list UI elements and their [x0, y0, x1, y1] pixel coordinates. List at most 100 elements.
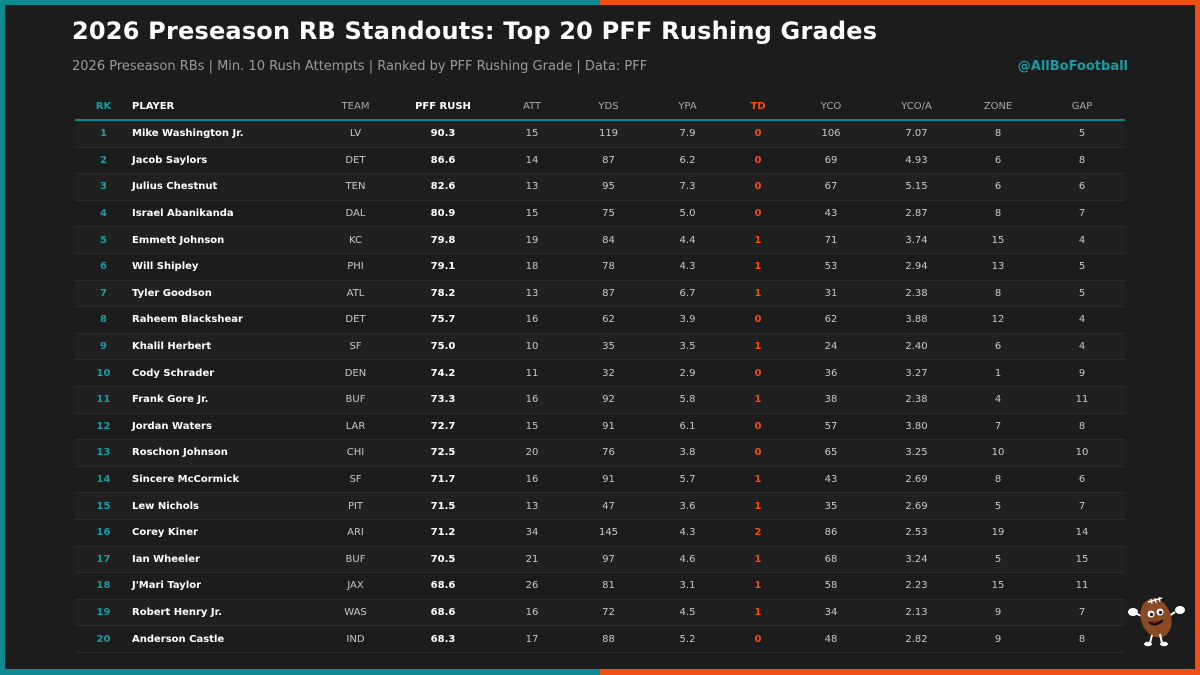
social-handle: @AllBoFootball: [1017, 59, 1128, 74]
cell-ypa: 7.9: [645, 120, 730, 148]
table-row: 8 Raheem Blackshear DET 75.7 16 62 3.9 0 62 3.88 1…: [75, 306, 1125, 334]
cell-touchdowns: 1: [730, 492, 786, 520]
cell-attempts: 16: [492, 386, 572, 414]
cell-yco: 38: [786, 386, 876, 414]
cell-touchdowns: 0: [730, 173, 786, 201]
cell-player: Julius Chestnut: [132, 173, 317, 201]
cell-attempts: 18: [492, 253, 572, 281]
cell-yco-per-attempt: 5.15: [876, 173, 957, 201]
cell-rank: 18: [75, 572, 132, 600]
cell-player: Corey Kiner: [132, 519, 317, 547]
cell-attempts: 26: [492, 572, 572, 600]
cell-yco: 62: [786, 306, 876, 334]
cell-touchdowns: 1: [730, 572, 786, 600]
cell-pff-rush: 79.8: [394, 226, 492, 254]
cell-pff-rush: 68.6: [394, 599, 492, 627]
cell-yco-per-attempt: 3.24: [876, 546, 957, 574]
cell-rank: 5: [75, 226, 132, 254]
cell-player: Emmett Johnson: [132, 226, 317, 254]
cell-ypa: 3.5: [645, 333, 730, 361]
cell-zone: 5: [957, 546, 1039, 574]
cell-zone: 19: [957, 519, 1039, 547]
table-row: 1 Mike Washington Jr. LV 90.3 15 119 7.9 0 106 7.…: [75, 120, 1125, 148]
cell-zone: 15: [957, 572, 1039, 600]
cell-touchdowns: 0: [730, 439, 786, 467]
cell-yards: 62: [572, 306, 645, 334]
cell-zone: 6: [957, 333, 1039, 361]
cell-zone: 13: [957, 253, 1039, 281]
cell-team: DEN: [317, 359, 394, 387]
cell-player: Will Shipley: [132, 253, 317, 281]
cell-touchdowns: 1: [730, 546, 786, 574]
cell-ypa: 5.0: [645, 200, 730, 228]
cell-yards: 87: [572, 280, 645, 308]
cell-yco: 86: [786, 519, 876, 547]
cell-touchdowns: 0: [730, 306, 786, 334]
cell-attempts: 34: [492, 519, 572, 547]
column-header-touchdowns: TD: [750, 101, 766, 112]
cell-yards: 119: [572, 120, 645, 148]
accent-bar-left: [0, 0, 5, 675]
cell-pff-rush: 70.5: [394, 546, 492, 574]
cell-attempts: 16: [492, 306, 572, 334]
column-header-attempts: ATT: [522, 101, 542, 112]
table-row: 13 Roschon Johnson CHI 72.5 20 76 3.8 0 65 3.25 10…: [75, 439, 1125, 467]
cell-yco: 35: [786, 492, 876, 520]
cell-zone: 8: [957, 120, 1039, 148]
cell-gap: 8: [1039, 625, 1125, 653]
cell-team: PIT: [317, 492, 394, 520]
cell-pff-rush: 68.3: [394, 625, 492, 653]
column-header-zone: ZONE: [983, 101, 1013, 112]
cell-gap: 11: [1039, 386, 1125, 414]
cell-team: SF: [317, 466, 394, 494]
cell-touchdowns: 1: [730, 280, 786, 308]
cell-ypa: 6.1: [645, 413, 730, 441]
cell-pff-rush: 78.2: [394, 280, 492, 308]
cell-zone: 15: [957, 226, 1039, 254]
cell-gap: 5: [1039, 120, 1125, 148]
cell-zone: 12: [957, 306, 1039, 334]
cell-touchdowns: 0: [730, 625, 786, 653]
cell-attempts: 14: [492, 147, 572, 175]
cell-player: Khalil Herbert: [132, 333, 317, 361]
cell-gap: 10: [1039, 439, 1125, 467]
cell-rank: 8: [75, 306, 132, 334]
table-row: 7 Tyler Goodson ATL 78.2 13 87 6.7 1 31 2.38 8 5: [75, 280, 1125, 308]
cell-player: Anderson Castle: [132, 625, 317, 653]
cell-pff-rush: 90.3: [394, 120, 492, 148]
cell-yco: 31: [786, 280, 876, 308]
table-row: 5 Emmett Johnson KC 79.8 19 84 4.4 1 71 3.74 15 4: [75, 226, 1125, 254]
cell-yards: 84: [572, 226, 645, 254]
cell-gap: 7: [1039, 492, 1125, 520]
column-header-player: PLAYER: [132, 101, 175, 112]
cell-gap: 4: [1039, 306, 1125, 334]
cell-touchdowns: 0: [730, 147, 786, 175]
football-mascot-icon: [1128, 596, 1185, 647]
cell-ypa: 4.4: [645, 226, 730, 254]
cell-yards: 78: [572, 253, 645, 281]
cell-team: IND: [317, 625, 394, 653]
column-header-ypa: YPA: [678, 101, 697, 112]
table-row: 10 Cody Schrader DEN 74.2 11 32 2.9 0 36 3.27 1 9: [75, 359, 1125, 387]
cell-ypa: 2.9: [645, 359, 730, 387]
cell-team: WAS: [317, 599, 394, 627]
cell-rank: 10: [75, 359, 132, 387]
column-header-yco-per-attempt: YCO/A: [901, 101, 932, 112]
cell-attempts: 20: [492, 439, 572, 467]
cell-ypa: 7.3: [645, 173, 730, 201]
table-row: 17 Ian Wheeler BUF 70.5 21 97 4.6 1 68 3.24 5 15: [75, 546, 1125, 574]
cell-zone: 7: [957, 413, 1039, 441]
cell-zone: 1: [957, 359, 1039, 387]
cell-yco: 36: [786, 359, 876, 387]
table-row: 6 Will Shipley PHI 79.1 18 78 4.3 1 53 2.94 13 5: [75, 253, 1125, 281]
cell-team: ATL: [317, 280, 394, 308]
accent-bar-bottom-right: [600, 669, 1200, 675]
cell-gap: 15: [1039, 546, 1125, 574]
column-header-team: TEAM: [341, 101, 370, 112]
accent-bar-top-right: [600, 0, 1200, 5]
cell-team: BUF: [317, 546, 394, 574]
cell-yco-per-attempt: 3.88: [876, 306, 957, 334]
cell-zone: 6: [957, 147, 1039, 175]
cell-touchdowns: 0: [730, 200, 786, 228]
cell-yco: 71: [786, 226, 876, 254]
